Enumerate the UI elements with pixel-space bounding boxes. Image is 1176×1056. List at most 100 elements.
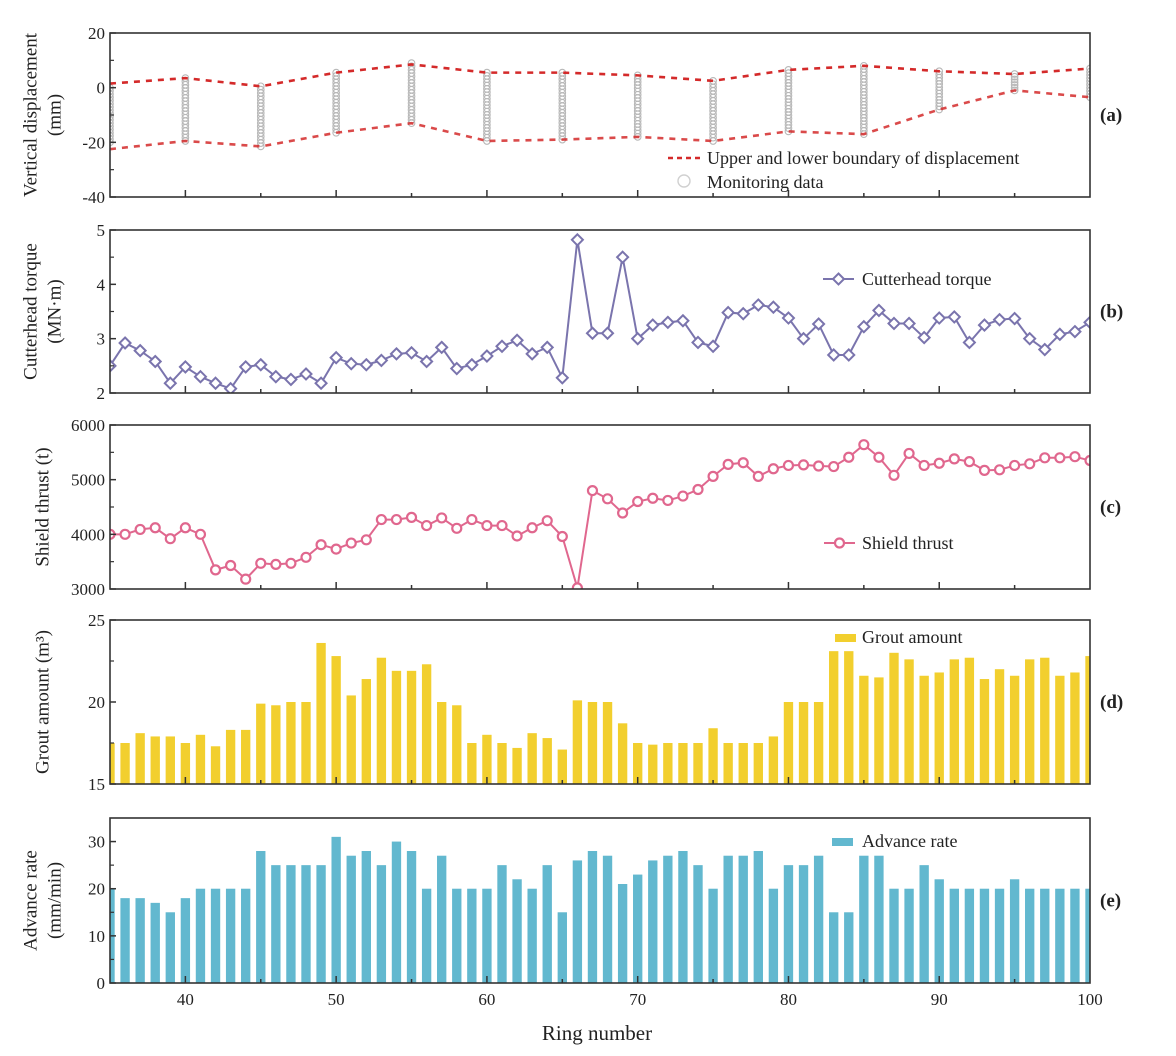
bar-ring-85 bbox=[859, 675, 869, 784]
bar-ring-100 bbox=[1085, 656, 1090, 784]
bar-ring-51 bbox=[346, 695, 356, 784]
marker-ring-52 bbox=[360, 534, 372, 546]
y-tick-label: 2 bbox=[97, 384, 106, 403]
monitoring-point-ring-65 bbox=[558, 72, 567, 80]
panel-label: (d) bbox=[1100, 692, 1123, 713]
bar-ring-65 bbox=[557, 912, 567, 983]
marker-ring-76 bbox=[722, 458, 734, 470]
monitoring-point-ring-35 bbox=[110, 112, 114, 121]
bar-ring-94 bbox=[994, 888, 1005, 983]
bar-ring-80 bbox=[783, 865, 794, 983]
bar-ring-57 bbox=[437, 702, 447, 784]
marker-ring-64 bbox=[541, 515, 553, 527]
monitoring-point-ring-35 bbox=[110, 135, 114, 143]
legend: Upper and lower boundary of displacement… bbox=[668, 148, 1019, 192]
marker-ring-93 bbox=[977, 318, 992, 332]
legend-label: Upper and lower boundary of displacement bbox=[707, 148, 1019, 168]
monitoring-point-ring-35 bbox=[110, 119, 114, 127]
marker-ring-49 bbox=[314, 376, 328, 391]
bar-ring-90 bbox=[934, 879, 944, 983]
bar-ring-75 bbox=[708, 728, 718, 784]
legend-diamond-icon bbox=[831, 272, 846, 286]
bar-ring-50 bbox=[331, 836, 341, 983]
legend-label: Monitoring data bbox=[707, 172, 823, 192]
marker-ring-80 bbox=[782, 459, 795, 472]
plot-frame bbox=[109, 229, 1091, 394]
bar-ring-72 bbox=[663, 743, 673, 784]
y-tick-label: 5 bbox=[97, 221, 106, 240]
legend-bar-icon bbox=[835, 634, 856, 642]
bar-ring-57 bbox=[437, 855, 447, 983]
marker-ring-83 bbox=[826, 348, 841, 362]
marker-ring-56 bbox=[421, 519, 433, 532]
monitoring-point-ring-95 bbox=[1010, 81, 1019, 89]
bar-ring-79 bbox=[768, 888, 779, 983]
plot-area bbox=[110, 642, 1090, 784]
marker-ring-97 bbox=[1037, 342, 1052, 357]
bar-ring-64 bbox=[542, 738, 552, 784]
bar-ring-37 bbox=[135, 898, 145, 983]
marker-ring-67 bbox=[585, 326, 600, 341]
marker-ring-57 bbox=[436, 512, 448, 524]
marker-ring-70 bbox=[630, 331, 645, 346]
marker-ring-83 bbox=[828, 460, 840, 473]
bar-ring-58 bbox=[452, 888, 462, 983]
bar-ring-95 bbox=[1009, 879, 1020, 983]
bar-ring-91 bbox=[949, 659, 959, 784]
plot-frame bbox=[109, 817, 1091, 984]
bar-ring-99 bbox=[1070, 672, 1080, 784]
marker-ring-42 bbox=[209, 564, 222, 576]
marker-ring-36 bbox=[118, 336, 132, 350]
y-axis-title: Shield thrust (t) bbox=[33, 447, 54, 566]
marker-ring-66 bbox=[571, 582, 583, 589]
marker-ring-92 bbox=[962, 335, 977, 350]
monitoring-point-ring-60 bbox=[483, 72, 491, 80]
monitoring-point-ring-45 bbox=[256, 85, 265, 94]
bar-ring-96 bbox=[1025, 888, 1035, 983]
bar-ring-88 bbox=[904, 888, 914, 983]
panel-label: (c) bbox=[1100, 497, 1121, 518]
legend-label: Cutterhead torque bbox=[862, 269, 991, 289]
bar-ring-38 bbox=[150, 736, 160, 784]
marker-ring-71 bbox=[645, 318, 660, 332]
marker-ring-81 bbox=[796, 331, 811, 346]
plot-area bbox=[110, 836, 1090, 983]
marker-ring-95 bbox=[1007, 311, 1022, 326]
panel-a: -40 -20 0 20 Vertical displacement (mm) (a) Upp… bbox=[21, 24, 1123, 207]
bar-ring-65 bbox=[557, 749, 567, 784]
bar-ring-46 bbox=[271, 865, 281, 983]
marker-ring-53 bbox=[375, 513, 387, 526]
monitoring-point-ring-35 bbox=[110, 122, 114, 131]
monitoring-point-ring-55 bbox=[407, 59, 416, 67]
y-axis-title: (mm/min) bbox=[45, 862, 66, 939]
marker-ring-81 bbox=[797, 459, 810, 471]
marker-ring-99 bbox=[1068, 324, 1082, 339]
marker-ring-36 bbox=[119, 528, 131, 540]
marker-ring-42 bbox=[208, 376, 223, 391]
y-tick-label: 30 bbox=[88, 833, 105, 852]
bar-ring-39 bbox=[165, 736, 175, 784]
marker-ring-100 bbox=[1083, 315, 1090, 330]
marker-ring-65 bbox=[555, 370, 570, 385]
marker-ring-62 bbox=[511, 530, 523, 542]
marker-ring-72 bbox=[660, 315, 675, 330]
marker-ring-61 bbox=[495, 339, 509, 354]
bar-ring-77 bbox=[738, 855, 748, 983]
panel-label: (b) bbox=[1100, 302, 1123, 323]
x-tick-label: 70 bbox=[629, 990, 646, 1009]
lower-boundary-line bbox=[110, 89, 1090, 151]
legend-bar-icon bbox=[832, 838, 853, 846]
bar-ring-99 bbox=[1070, 888, 1080, 983]
bar-ring-71 bbox=[648, 744, 658, 784]
y-tick-label: 4 bbox=[97, 275, 106, 294]
monitoring-point-ring-35 bbox=[110, 96, 114, 105]
marker-ring-96 bbox=[1022, 331, 1037, 346]
bar-ring-52 bbox=[361, 679, 371, 784]
marker-ring-94 bbox=[993, 464, 1006, 476]
y-tick-label: 3 bbox=[97, 330, 106, 349]
marker-ring-88 bbox=[902, 316, 916, 331]
marker-ring-45 bbox=[253, 357, 268, 372]
monitoring-point-ring-35 bbox=[110, 106, 114, 115]
marker-ring-52 bbox=[359, 357, 374, 372]
